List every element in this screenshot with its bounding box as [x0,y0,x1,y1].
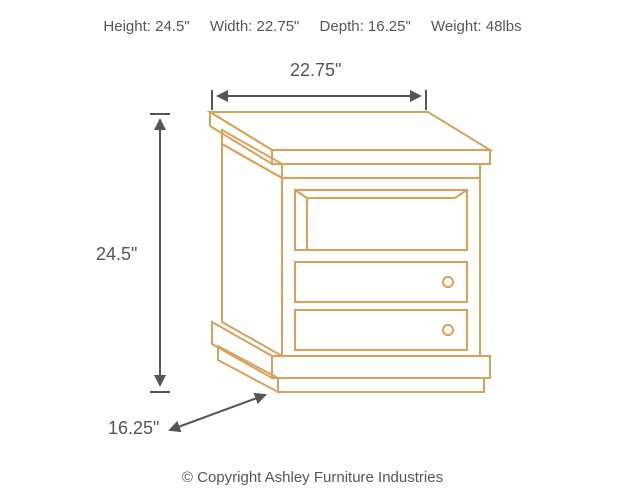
dim-width-label: 22.75" [290,60,341,81]
spec-width-label: Width: [210,18,253,35]
spec-width-value: 22.75" [257,18,300,35]
spec-depth-value: 16.25" [368,18,411,35]
spec-depth: Depth: 16.25" [320,18,415,35]
copyright-text: © Copyright Ashley Furniture Industries [0,469,625,486]
spec-height-value: 24.5" [155,18,190,35]
dim-height-label: 24.5" [96,244,137,265]
spec-depth-label: Depth: [320,18,364,35]
spec-height-label: Height: [103,18,151,35]
spec-height: Height: 24.5" [103,18,193,35]
spec-weight: Weight: 48lbs [431,18,522,35]
spec-weight-value: 48lbs [486,18,522,35]
spec-weight-label: Weight: [431,18,482,35]
spec-width: Width: 22.75" [210,18,304,35]
nightstand-outline [210,112,490,392]
dim-depth-label: 16.25" [108,418,159,439]
spec-bar: Height: 24.5" Width: 22.75" Depth: 16.25… [0,18,625,35]
